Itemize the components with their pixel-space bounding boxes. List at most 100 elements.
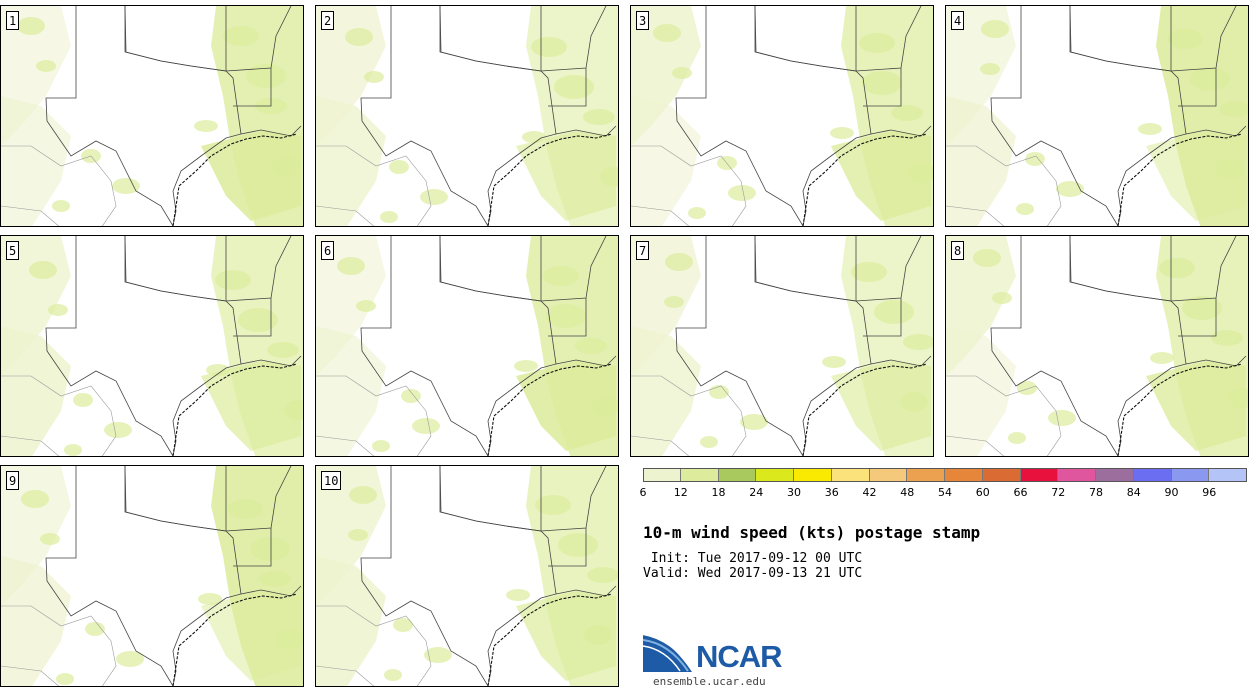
- map-texas-region: [316, 6, 618, 226]
- state-border: [1, 375, 117, 456]
- state-border: [540, 466, 617, 597]
- state-border: [946, 375, 1062, 456]
- state-border: [855, 236, 932, 367]
- wind-speed-patch: [1016, 203, 1034, 215]
- member-number-label: 3: [636, 11, 650, 30]
- colorbar-tick-label: 30: [787, 486, 801, 499]
- state-border: [225, 236, 302, 367]
- member-number-label: 7: [636, 241, 650, 260]
- wind-speed-patch: [52, 200, 70, 212]
- wind-speed-patch: [48, 304, 68, 316]
- wind-speed-patch: [337, 257, 365, 275]
- wind-speed-patch: [531, 37, 567, 57]
- member-panel: 10: [315, 465, 619, 687]
- texas-border: [45, 466, 242, 686]
- wind-speed-patch: [116, 651, 144, 667]
- wind-speed-patch: [583, 109, 615, 125]
- wind-speed-patch: [973, 249, 1001, 267]
- wind-speed-patch: [238, 308, 278, 332]
- state-border: [124, 236, 227, 302]
- wind-speed-patch: [700, 436, 718, 448]
- wind-speed-area: [201, 361, 301, 451]
- wind-speed-patch: [980, 63, 1000, 75]
- wind-speed-patch: [830, 127, 854, 139]
- wind-speed-patch: [364, 71, 384, 83]
- texas-border: [45, 236, 242, 456]
- state-border: [631, 145, 747, 226]
- state-border: [855, 6, 932, 137]
- colorbar-tick-label: 96: [1202, 486, 1217, 499]
- colorbar-swatch: [945, 468, 983, 482]
- wind-speed-patch: [1216, 159, 1244, 179]
- colorbar-swatch: [680, 468, 719, 482]
- texas-border: [360, 466, 557, 686]
- texas-border: [675, 236, 872, 456]
- member-number-label: 6: [321, 241, 335, 260]
- wind-speed-area: [201, 131, 301, 221]
- colorbar-tick-label: 90: [1164, 486, 1179, 499]
- texas-border: [45, 6, 242, 226]
- wind-speed-patch: [543, 266, 579, 286]
- state-border: [225, 6, 302, 137]
- wind-speed-patch: [17, 17, 45, 35]
- member-panel: 1: [0, 5, 304, 227]
- wind-speed-patch: [1211, 330, 1243, 346]
- wind-speed-patch: [64, 444, 82, 456]
- wind-speed-patch: [420, 189, 448, 205]
- wind-speed-area: [516, 131, 616, 221]
- wind-speed-patch: [981, 20, 1009, 38]
- state-border: [225, 466, 302, 597]
- wind-speed-patch: [272, 156, 300, 176]
- wind-speed-shading: [631, 6, 933, 226]
- wind-speed-area: [516, 361, 616, 451]
- wind-speed-patch: [1017, 381, 1037, 395]
- wind-speed-patch: [112, 178, 140, 194]
- wind-speed-patch: [104, 422, 132, 438]
- map-texas-region: [631, 6, 933, 226]
- wind-speed-patch: [194, 120, 218, 132]
- wind-speed-patch: [665, 253, 693, 271]
- state-border: [540, 236, 617, 367]
- wind-speed-patch: [891, 105, 923, 121]
- wind-speed-patch: [851, 262, 887, 282]
- ensemble-url: ensemble.ucar.edu: [653, 675, 766, 688]
- colorbar-tick-label: 78: [1089, 486, 1103, 499]
- wind-speed-area: [946, 326, 1016, 456]
- colorbar-tick-label: 42: [862, 486, 877, 499]
- member-panel: 9: [0, 465, 304, 687]
- colorbar-swatch: [869, 468, 908, 482]
- colorbar-swatch: [643, 468, 681, 482]
- wind-speed-patch: [1228, 388, 1248, 408]
- member-panel: 5: [0, 235, 304, 457]
- wind-speed-patch: [1167, 29, 1203, 49]
- wind-speed-patch: [73, 393, 93, 407]
- wind-speed-patch: [740, 414, 768, 430]
- colorbar-swatch: [1058, 468, 1096, 482]
- colorbar-swatch: [794, 468, 832, 482]
- wind-speed-patch: [348, 529, 368, 541]
- wind-speed-patch: [372, 440, 390, 452]
- wind-speed-patch: [900, 392, 928, 412]
- colorbar-tick-label: 24: [749, 486, 764, 499]
- member-number-label: 4: [951, 11, 965, 30]
- map-texas-region: [631, 236, 933, 456]
- colorbar-tick-label: 18: [711, 486, 726, 499]
- wind-speed-area: [1146, 131, 1246, 221]
- wind-speed-patch: [822, 356, 846, 368]
- wind-speed-patch: [874, 300, 914, 324]
- wind-speed-patch: [908, 163, 933, 183]
- wind-speed-patch: [1219, 101, 1248, 117]
- ncar-wordmark: NCAR: [696, 639, 783, 674]
- wind-speed-area: [316, 326, 386, 456]
- texas-border: [675, 6, 872, 226]
- map-texas-region: [946, 6, 1248, 226]
- wind-speed-patch: [554, 75, 594, 99]
- state-border: [316, 375, 432, 456]
- wind-speed-patch: [401, 389, 421, 403]
- wind-speed-area: [631, 326, 701, 456]
- colorbar-tick-label: 12: [673, 486, 688, 499]
- member-number-label: 5: [6, 241, 20, 260]
- wind-speed-patch: [1138, 123, 1162, 135]
- wind-speed-patch: [393, 618, 413, 632]
- wind-speed-patch: [1182, 296, 1222, 320]
